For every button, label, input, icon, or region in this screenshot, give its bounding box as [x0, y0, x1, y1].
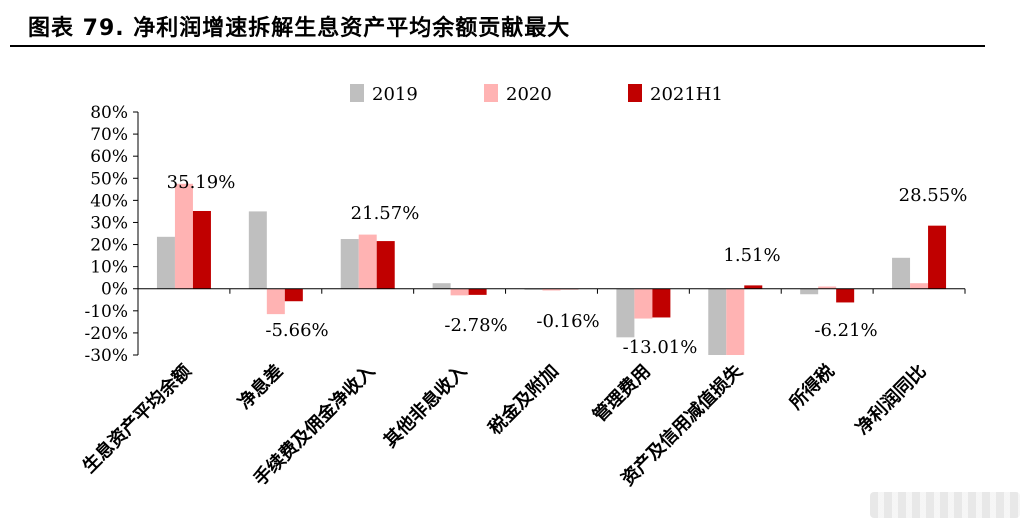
bar-2020-3	[450, 288, 469, 296]
bar-2019-3	[432, 283, 451, 289]
legend-swatch-2021H1	[628, 84, 642, 102]
legend-label: 2020	[506, 84, 552, 105]
bar-2021H1-0	[192, 210, 211, 289]
bar-2021H1-2	[376, 241, 395, 289]
y-tick-label: 0%	[101, 280, 128, 300]
y-tick-label: 50%	[90, 169, 128, 189]
bar-2019-2	[340, 239, 359, 289]
x-category-label: 净利润同比	[851, 360, 930, 439]
data-label: 1.51%	[723, 245, 780, 266]
bar-2019-8	[892, 257, 911, 289]
y-tick-label: 70%	[90, 125, 128, 145]
legend-swatch-2020	[484, 84, 498, 102]
chart-title-row: 图表 79. 净利润增速拆解生息资产平均余额贡献最大	[28, 10, 570, 42]
x-category-label: 净息差	[234, 360, 288, 414]
bar-2020-2	[358, 234, 377, 289]
x-category-label: 税金及附加	[484, 360, 563, 439]
data-label: -2.78%	[444, 315, 507, 336]
bar-2019-6	[708, 288, 727, 355]
bar-2019-1	[248, 211, 267, 289]
legend-swatch-2019	[350, 84, 364, 102]
bar-2021H1-3	[468, 288, 487, 295]
bar-2019-4	[524, 288, 543, 290]
x-category-label: 所得税	[785, 360, 839, 414]
y-tick-label: -10%	[84, 302, 128, 322]
bar-2020-1	[266, 288, 285, 315]
bar-2021H1-5	[652, 288, 671, 318]
bar-2020-6	[726, 288, 745, 355]
bar-2021H1-7	[836, 288, 855, 303]
x-category-label: 管理费用	[588, 360, 654, 426]
data-label: 21.57%	[351, 203, 420, 224]
legend-label: 2021H1	[650, 84, 723, 105]
y-tick-label: -30%	[84, 346, 128, 366]
bar-2019-5	[616, 288, 635, 338]
x-category-label: 生息资产平均余额	[78, 360, 195, 477]
watermark	[870, 492, 1020, 518]
y-tick-label: 20%	[90, 236, 128, 256]
y-tick-label: -20%	[84, 324, 128, 344]
y-tick-label: 80%	[90, 103, 128, 123]
y-tick-label: 30%	[90, 213, 128, 233]
bar-2020-7	[818, 286, 837, 289]
bar-2020-5	[634, 288, 653, 319]
data-label: -6.21%	[814, 320, 877, 341]
bar-2021H1-8	[928, 225, 947, 289]
chart-title: 图表 79. 净利润增速拆解生息资产平均余额贡献最大	[28, 16, 571, 41]
y-tick-label: 10%	[90, 258, 128, 278]
data-label: -5.66%	[265, 320, 328, 341]
bar-2019-0	[156, 236, 175, 289]
bar-2019-7	[800, 288, 819, 295]
y-tick-label: 40%	[90, 191, 128, 211]
x-category-label: 其他非息收入	[379, 360, 471, 452]
title-divider	[10, 45, 985, 47]
y-tick-label: 60%	[90, 147, 128, 167]
bar-2021H1-1	[284, 288, 303, 302]
bar-2020-4	[542, 288, 561, 291]
data-label: 28.55%	[899, 185, 968, 206]
data-label: 35.19%	[167, 172, 236, 193]
data-label: -13.01%	[623, 337, 698, 358]
bar-2021H1-6	[744, 285, 763, 289]
bar-2020-0	[174, 183, 193, 289]
data-label: -0.16%	[536, 311, 599, 332]
bar-2020-8	[910, 283, 929, 289]
legend-label: 2019	[372, 84, 418, 105]
